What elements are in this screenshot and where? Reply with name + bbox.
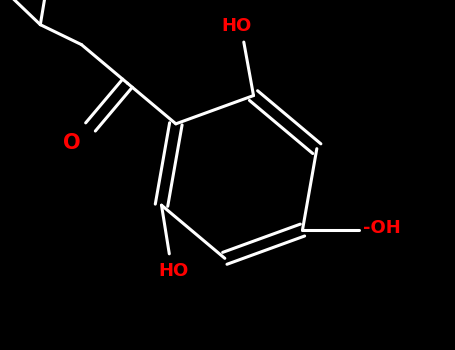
Text: -OH: -OH xyxy=(363,219,400,237)
Text: HO: HO xyxy=(158,261,188,280)
Text: HO: HO xyxy=(221,17,251,35)
Text: O: O xyxy=(63,133,81,153)
